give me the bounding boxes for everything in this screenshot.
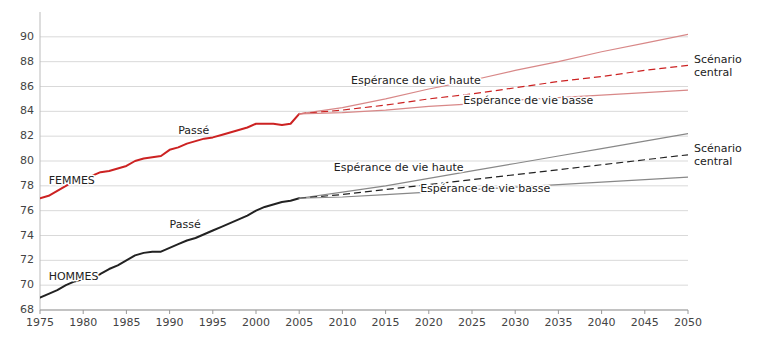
grid-line (40, 61, 688, 62)
y-tick-label: 80 (20, 154, 34, 167)
annotation: Scénariocentral (694, 53, 742, 79)
series-line (299, 90, 688, 114)
y-tick-label: 74 (20, 229, 34, 242)
x-tick (126, 310, 127, 314)
grid-line (40, 185, 688, 186)
x-tick-label: 2030 (501, 316, 529, 329)
y-tick-label: 78 (20, 179, 34, 192)
series-line (40, 198, 299, 297)
x-tick (385, 310, 386, 314)
x-tick (472, 310, 473, 314)
x-tick-label: 1980 (69, 316, 97, 329)
series-line (299, 177, 688, 198)
x-tick (83, 310, 84, 314)
x-tick-label: 1990 (156, 316, 184, 329)
x-tick (558, 310, 559, 314)
x-tick (256, 310, 257, 314)
x-tick-label: 2010 (328, 316, 356, 329)
series-line (299, 34, 688, 113)
x-tick-label: 2020 (415, 316, 443, 329)
y-tick-label: 86 (20, 80, 34, 93)
y-tick-label: 88 (20, 55, 34, 68)
annotation: HOMMES (49, 270, 99, 283)
x-tick (515, 310, 516, 314)
background (0, 0, 762, 338)
annotation: Passé (170, 218, 201, 231)
annotation: Espérance de vie basse (420, 182, 550, 195)
chart: 68 70 72 74 76 78 80 82 84 86 88 90 1975 1980 1985 1990… (0, 0, 762, 338)
y-tick-label: 76 (20, 204, 34, 217)
x-tick-label: 2045 (631, 316, 659, 329)
y-tick-labels: 68 70 72 74 76 78 80 82 84 86 88 90 (20, 30, 34, 316)
x-tick (644, 310, 645, 314)
x-tick (342, 310, 343, 314)
x-tick (428, 310, 429, 314)
annotation: Espérance de vie basse (463, 94, 593, 107)
x-tick (212, 310, 213, 314)
x-ticks: 1975 1980 1985 1990 1995 2000 2005 2010 2015 2020… (26, 310, 702, 329)
series-line (299, 155, 688, 198)
grid-line (40, 285, 688, 286)
y-axis-line (40, 12, 41, 310)
annotation: FEMMES (49, 174, 95, 187)
y-tick-label: 72 (20, 253, 34, 266)
x-tick (688, 310, 689, 314)
annotations: FEMMES HOMMES Passé Passé Espérance de vie h… (49, 53, 742, 284)
series-line (40, 114, 299, 198)
y-grid (40, 37, 688, 310)
y-tick-label: 68 (20, 303, 34, 316)
grid-line (40, 136, 688, 137)
grid-line (40, 36, 688, 37)
x-tick-label: 2000 (242, 316, 270, 329)
grid-line (40, 310, 688, 311)
y-tick-label: 70 (20, 278, 34, 291)
x-tick (601, 310, 602, 314)
series-line (299, 134, 688, 199)
series-line (299, 65, 688, 113)
x-tick-label: 2035 (544, 316, 572, 329)
annotation: Scénariocentral (694, 142, 742, 168)
x-tick (169, 310, 170, 314)
annotation: Espérance de vie haute (334, 161, 464, 174)
y-tick-label: 82 (20, 129, 34, 142)
x-tick (299, 310, 300, 314)
x-tick-label: 2025 (458, 316, 486, 329)
x-tick-label: 1995 (199, 316, 227, 329)
y-tick-label: 90 (20, 30, 34, 43)
x-tick-label: 2050 (674, 316, 702, 329)
grid-line (40, 235, 688, 236)
x-tick-label: 2040 (588, 316, 616, 329)
annotation: Espérance de vie haute (351, 74, 481, 87)
series-lines (40, 34, 688, 297)
annotation: Passé (178, 124, 209, 137)
grid-line (40, 260, 688, 261)
x-tick-label: 2015 (372, 316, 400, 329)
grid-line (40, 210, 688, 211)
x-axis-line (40, 310, 688, 311)
x-tick (40, 310, 41, 314)
y-tick-label: 84 (20, 104, 34, 117)
x-tick-label: 1985 (112, 316, 140, 329)
x-tick-label: 1975 (26, 316, 54, 329)
x-tick-label: 2005 (285, 316, 313, 329)
